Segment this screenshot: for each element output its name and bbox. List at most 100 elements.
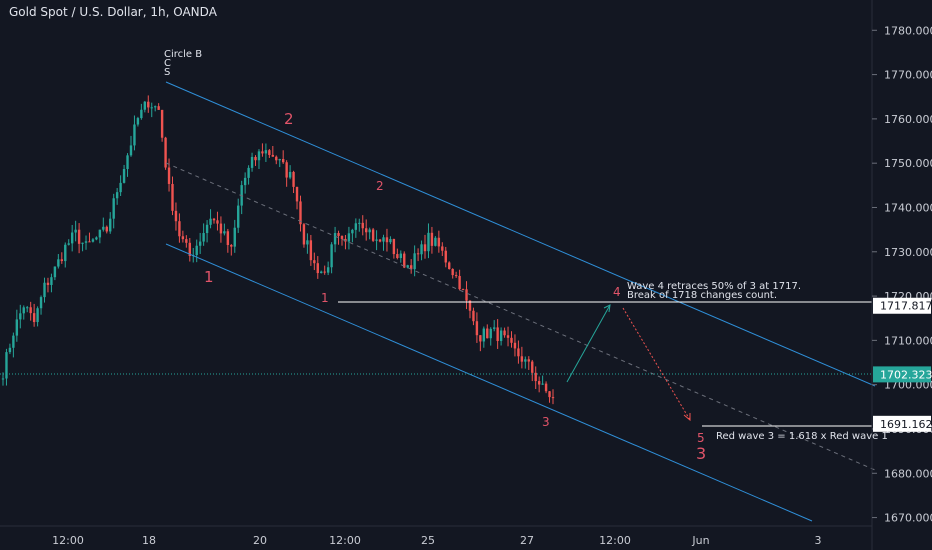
candle-body [306, 240, 309, 245]
candle-body [178, 221, 181, 237]
candle-body [19, 313, 22, 320]
candle-body [503, 330, 506, 336]
candle-body [354, 223, 358, 230]
candle-body [43, 282, 46, 298]
candle-body [88, 241, 91, 243]
candle-body [492, 327, 496, 329]
candle-body [112, 198, 115, 219]
wave-label-red-2: 2 [284, 110, 294, 128]
price-badge-label: 1702.323 [880, 368, 932, 381]
price-badge-label: 1691.162 [880, 418, 932, 431]
candle-body [333, 233, 337, 245]
candle-body [50, 277, 53, 285]
candle-body [223, 231, 226, 234]
candle-body [26, 307, 29, 309]
candle-body [413, 253, 416, 270]
y-tick-label: 1670.000 [884, 512, 932, 525]
candle-body [64, 244, 67, 262]
candle-body [489, 328, 492, 339]
candle-body [174, 210, 178, 222]
candle-body [448, 262, 451, 269]
price-badge [873, 297, 931, 314]
channel-upper-line[interactable] [165, 81, 876, 387]
candle-body [115, 192, 119, 199]
candle-body [12, 335, 15, 348]
candle-body [292, 171, 295, 187]
candle-body [1, 378, 5, 380]
candle-body [150, 107, 153, 109]
candle-body [382, 237, 385, 242]
candle-body [22, 307, 25, 314]
price-badge-label: 1717.817 [880, 300, 932, 313]
chart-title: Gold Spot / U.S. Dollar, 1h, OANDA [9, 5, 218, 19]
wave-label-red-1: 1 [204, 268, 214, 286]
candle-body [347, 233, 351, 242]
candle-body [313, 260, 316, 264]
wave-label-minor-1: 1 [321, 291, 329, 305]
channel-median-line[interactable] [165, 162, 876, 471]
candle-body [185, 239, 188, 243]
candle-body [527, 359, 530, 362]
candle-body [198, 241, 202, 246]
projection-down-arrowhead [683, 413, 691, 422]
candle-body [212, 218, 216, 221]
candle-body [441, 246, 444, 251]
candle-body [371, 229, 375, 241]
candle-body [133, 124, 136, 146]
time-axis[interactable]: 12:00 18 20 12:00 25 27 12:00 Jun 3 [52, 534, 821, 547]
candle-body [451, 268, 454, 276]
candle-body [202, 233, 205, 242]
y-tick-label: 1750.000 [884, 157, 932, 170]
candle-body [154, 106, 157, 108]
candle-body [409, 265, 413, 270]
x-tick-label: 12:00 [329, 534, 361, 547]
candle-body [337, 233, 340, 236]
candle-body [247, 167, 250, 178]
annotation-red-wave3: Red wave 3 = 1.618 x Red wave 1 [716, 431, 888, 442]
annotation-wave4-retrace: Wave 4 retraces 50% of 3 at 1717. [627, 281, 801, 292]
channel-lower-line[interactable] [165, 243, 813, 522]
candle-body [506, 335, 510, 338]
candle-body [195, 245, 198, 256]
x-tick-label: 18 [142, 534, 156, 547]
candle-body [403, 253, 406, 268]
candle-body [458, 275, 461, 290]
candle-body [375, 239, 378, 241]
candle-body [243, 177, 247, 186]
wave-label-minor-3: 3 [542, 415, 550, 429]
candle-body [233, 227, 236, 247]
candle-body [430, 232, 434, 246]
candle-body [531, 361, 534, 373]
candle-body [427, 232, 430, 252]
candle-body [340, 235, 344, 239]
candle-body [254, 156, 257, 161]
candle-body [39, 297, 43, 309]
projection-up-arrow[interactable] [566, 304, 611, 383]
candle-body [143, 101, 147, 110]
projection-down-arrow[interactable] [622, 307, 691, 421]
wave-label-red-3: 3 [696, 444, 706, 463]
candle-body [268, 150, 271, 155]
y-tick-label: 1770.000 [884, 69, 932, 82]
candle-body [205, 224, 209, 234]
candle-body [160, 109, 164, 138]
y-tick-label: 1780.000 [884, 24, 932, 37]
candle-body [275, 156, 278, 161]
candle-body [326, 267, 330, 273]
candle-body [281, 159, 285, 163]
candle-body [486, 328, 489, 339]
circle-b-sub-s: S [164, 67, 170, 78]
candle-body [95, 237, 98, 240]
candle-body [46, 282, 50, 285]
candle-body [396, 254, 399, 258]
price-badge [873, 366, 931, 383]
candle-body [520, 356, 524, 362]
price-badge [873, 415, 931, 432]
annotation-break-1718: Break of 1718 changes count. [627, 290, 777, 301]
candle-body [461, 289, 465, 291]
candle-body [8, 347, 12, 353]
wave-label-minor-2: 2 [376, 179, 384, 193]
candle-body [437, 237, 441, 247]
x-tick-label: 3 [815, 534, 822, 547]
